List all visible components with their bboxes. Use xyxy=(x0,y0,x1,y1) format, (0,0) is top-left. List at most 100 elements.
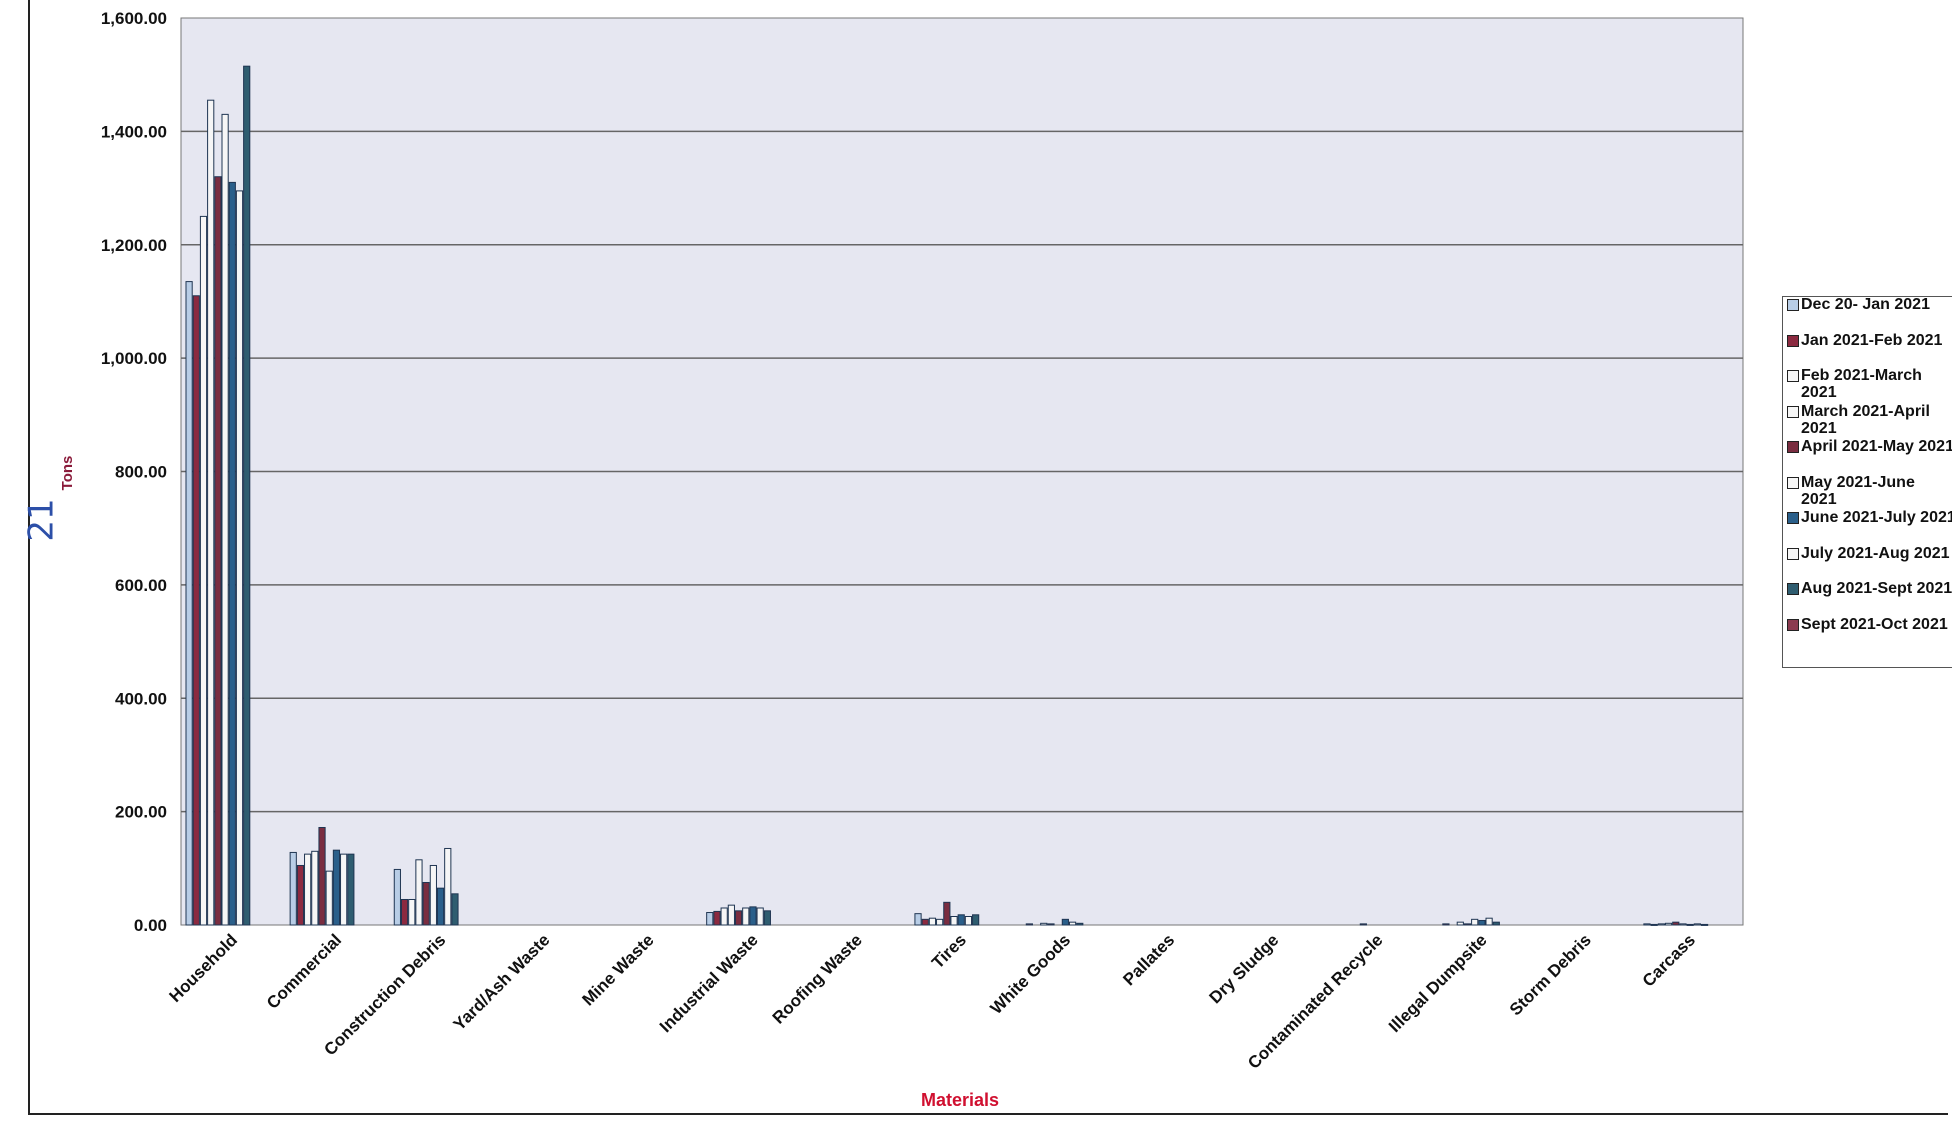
legend-label: April 2021-May 2021 xyxy=(1801,438,1952,455)
bar xyxy=(964,915,973,926)
legend-item: March 2021-April 2021 xyxy=(1787,403,1952,437)
bar xyxy=(936,918,944,926)
bar xyxy=(914,913,922,926)
legend-swatch xyxy=(1787,583,1799,595)
bar xyxy=(921,918,929,926)
legend-label: Dec 20- Jan 2021 xyxy=(1801,296,1930,313)
bar xyxy=(214,176,222,926)
x-tick-label: Pallates xyxy=(1119,930,1178,989)
bar xyxy=(1040,922,1048,926)
legend-swatch xyxy=(1787,512,1799,524)
bar xyxy=(199,215,208,926)
bar xyxy=(972,914,980,926)
bar xyxy=(1478,919,1486,926)
y-tick-label: 600.00 xyxy=(115,576,167,595)
legend-item: July 2021-Aug 2021 xyxy=(1787,545,1952,562)
bar xyxy=(451,893,459,926)
bar xyxy=(243,65,251,926)
x-tick-label: Mine Waste xyxy=(579,930,658,1009)
bar xyxy=(207,99,215,926)
legend-item: June 2021-July 2021 xyxy=(1787,509,1952,526)
legend-label: March 2021-April 2021 xyxy=(1801,402,1930,437)
legend-item: Jan 2021-Feb 2021 xyxy=(1787,332,1952,349)
legend-swatch xyxy=(1787,618,1799,631)
bar xyxy=(228,181,236,926)
legend-item: Aug 2021-Sept 2021 xyxy=(1787,580,1952,597)
x-tick-label: Commercial xyxy=(263,930,345,1012)
bar xyxy=(436,887,445,926)
bar xyxy=(1485,917,1493,926)
x-tick-label: Roofing Waste xyxy=(769,930,866,1027)
bar xyxy=(1650,923,1658,926)
bar xyxy=(422,881,430,926)
legend-label: Sept 2021-Oct 2021 xyxy=(1801,615,1948,633)
bar xyxy=(756,907,764,926)
bar xyxy=(340,853,348,926)
legend-item: May 2021-June 2021 xyxy=(1787,474,1952,508)
bar xyxy=(1700,923,1709,926)
bar xyxy=(235,190,244,926)
bar xyxy=(1672,921,1680,926)
bar xyxy=(1492,921,1500,926)
legend-item: April 2021-May 2021 xyxy=(1787,438,1952,455)
x-tick-label: Yard/Ash Waste xyxy=(450,930,554,1034)
bar xyxy=(332,849,341,926)
legend-swatch xyxy=(1787,547,1799,560)
bar xyxy=(304,853,312,926)
legend-swatch xyxy=(1787,299,1799,311)
legend-item: Sept 2021-Oct 2021 xyxy=(1787,616,1952,633)
y-axis-ticks: 1,600.00 1,400.00 1,200.00 1,000.00 800.00 60… xyxy=(101,9,167,935)
legend-swatch xyxy=(1787,441,1799,453)
bar xyxy=(706,912,714,926)
bar xyxy=(347,853,355,926)
bar xyxy=(429,864,437,926)
bar xyxy=(1643,923,1651,926)
bar xyxy=(1442,923,1450,926)
bar xyxy=(1061,918,1069,926)
bar xyxy=(444,847,452,926)
legend-label: Jan 2021-Feb 2021 xyxy=(1801,331,1943,349)
bar xyxy=(393,868,401,926)
legend-swatch xyxy=(1787,405,1799,418)
bar xyxy=(221,113,229,926)
legend-label: June 2021-July 2021 xyxy=(1801,509,1952,526)
bar xyxy=(192,295,200,926)
y-tick-label: 0.00 xyxy=(134,916,167,935)
x-tick-label: Carcass xyxy=(1639,930,1699,990)
bar xyxy=(185,281,193,926)
x-tick-label: Storm Debris xyxy=(1506,930,1595,1019)
x-tick-label: White Goods xyxy=(987,930,1075,1018)
x-axis-title: Materials xyxy=(921,1090,999,1110)
y-tick-label: 1,600.00 xyxy=(101,9,167,28)
x-tick-label: Dry Sludge xyxy=(1206,930,1283,1007)
y-tick-label: 800.00 xyxy=(115,463,167,482)
bar xyxy=(1664,922,1673,926)
bar xyxy=(1076,922,1084,926)
x-tick-label: Illegal Dumpsite xyxy=(1385,930,1491,1036)
y-tick-label: 200.00 xyxy=(115,803,167,822)
bar xyxy=(1068,921,1077,926)
bar xyxy=(1471,918,1479,926)
bar xyxy=(408,898,416,926)
bar xyxy=(1359,923,1367,926)
y-tick-label: 1,000.00 xyxy=(101,349,167,368)
legend-item: Feb 2021-March 2021 xyxy=(1787,367,1952,401)
legend: Dec 20- Jan 2021 Jan 2021-Feb 2021 Feb 202… xyxy=(1782,296,1952,668)
x-tick-label: Household xyxy=(166,930,242,1006)
bar xyxy=(1456,921,1464,926)
bar xyxy=(318,826,326,926)
bar xyxy=(289,851,297,926)
bar xyxy=(742,907,750,926)
bar xyxy=(1025,923,1033,926)
bars xyxy=(185,65,1709,926)
bar xyxy=(1693,923,1701,926)
bar xyxy=(957,914,965,926)
bar xyxy=(1047,923,1055,926)
x-tick-label: Construction Debris xyxy=(320,930,449,1059)
chart-frame: 1,600.00 1,400.00 1,200.00 1,000.00 800.00 60… xyxy=(28,0,1952,1115)
legend-label: July 2021-Aug 2021 xyxy=(1801,544,1950,562)
bar xyxy=(928,917,937,926)
x-tick-label: Industrial Waste xyxy=(656,930,762,1036)
bar xyxy=(749,906,757,926)
legend-item: Dec 20- Jan 2021 xyxy=(1787,296,1952,313)
